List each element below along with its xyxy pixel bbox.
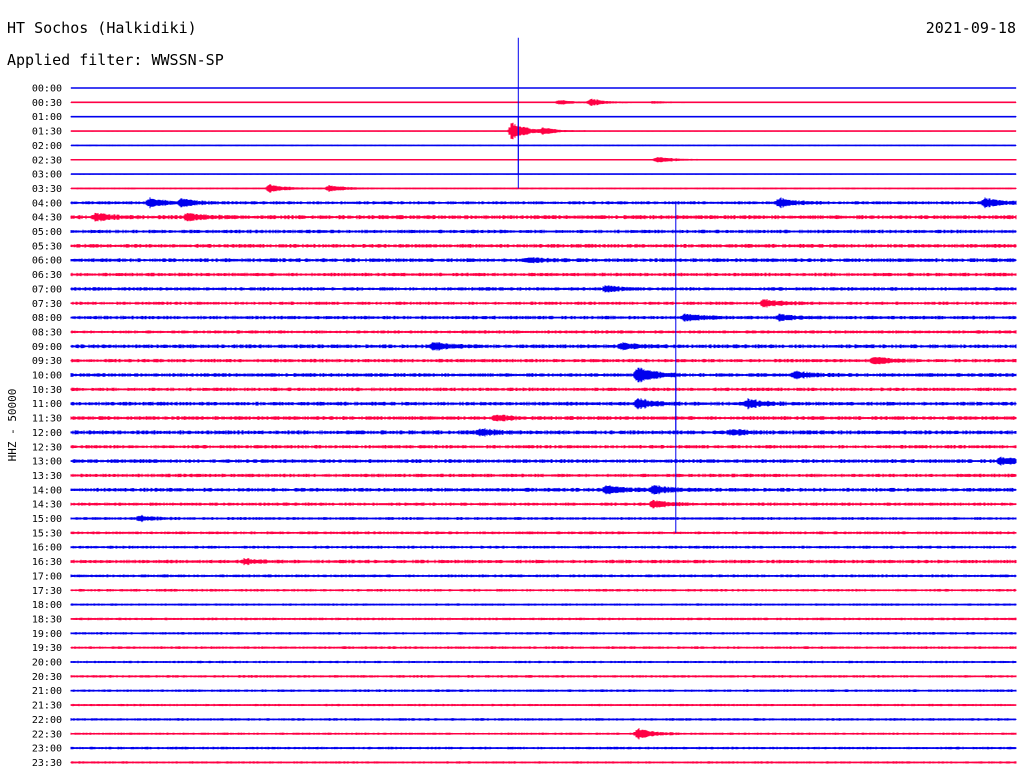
date-label: 2021-09-18 — [925, 19, 1016, 37]
row-time-label: 18:30 — [32, 614, 62, 625]
row-time-label: 20:30 — [32, 672, 62, 683]
row-time-label: 00:30 — [32, 98, 62, 109]
row-time-label: 03:30 — [32, 184, 62, 195]
row-time-label: 01:30 — [32, 127, 62, 138]
row-time-label: 08:30 — [32, 327, 62, 338]
row-time-label: 05:00 — [32, 227, 62, 238]
row-time-label: 02:00 — [32, 141, 62, 152]
row-time-label: 21:00 — [32, 686, 62, 697]
row-time-label: 18:00 — [32, 600, 62, 611]
row-time-label: 03:00 — [32, 170, 62, 181]
row-time-label: 15:00 — [32, 514, 62, 525]
row-time-label: 17:30 — [32, 586, 62, 597]
row-time-label: 19:00 — [32, 629, 62, 640]
row-time-label: 16:00 — [32, 543, 62, 554]
row-time-label: 13:30 — [32, 471, 62, 482]
row-time-label: 07:00 — [32, 284, 62, 295]
row-time-label: 02:30 — [32, 155, 62, 166]
y-axis-label: HHZ - 50000 — [6, 389, 19, 462]
row-time-label: 00:00 — [32, 84, 62, 95]
event-spikes — [517, 37, 677, 533]
row-time-label: 22:00 — [32, 715, 62, 726]
row-time-label: 09:30 — [32, 356, 62, 367]
row-time-label: 12:00 — [32, 428, 62, 439]
row-time-label: 15:30 — [32, 528, 62, 539]
row-time-label: 11:30 — [32, 414, 62, 425]
row-time-label: 12:30 — [32, 442, 62, 453]
row-time-label: 22:30 — [32, 729, 62, 740]
row-time-label: 16:30 — [32, 557, 62, 568]
row-time-label: 07:30 — [32, 299, 62, 310]
row-time-label: 21:30 — [32, 701, 62, 712]
row-time-label: 04:00 — [32, 198, 62, 209]
row-time-label: 10:00 — [32, 371, 62, 382]
row-time-label: 06:00 — [32, 256, 62, 267]
row-time-label: 14:00 — [32, 485, 62, 496]
filter-label: Applied filter: WWSSN-SP — [7, 51, 224, 69]
row-time-label: 23:00 — [32, 744, 62, 755]
row-time-label: 13:00 — [32, 457, 62, 468]
row-time-label: 01:00 — [32, 112, 62, 123]
row-time-label: 17:00 — [32, 571, 62, 582]
row-time-label: 20:00 — [32, 658, 62, 669]
trace-rows: 00:00 00:30 01:00 01:30 02:00 02:30 03:00 03:30… — [32, 84, 1017, 769]
row-time-label: 23:30 — [32, 758, 62, 769]
row-time-label: 06:30 — [32, 270, 62, 281]
row-time-label: 05:30 — [32, 241, 62, 252]
row-time-label: 10:30 — [32, 385, 62, 396]
row-time-label: 11:00 — [32, 399, 62, 410]
row-time-label: 08:00 — [32, 313, 62, 324]
row-time-label: 09:00 — [32, 342, 62, 353]
row-time-label: 19:30 — [32, 643, 62, 654]
station-title: HT Sochos (Halkidiki) — [7, 19, 197, 37]
row-time-label: 14:30 — [32, 500, 62, 511]
row-time-label: 04:30 — [32, 213, 62, 224]
